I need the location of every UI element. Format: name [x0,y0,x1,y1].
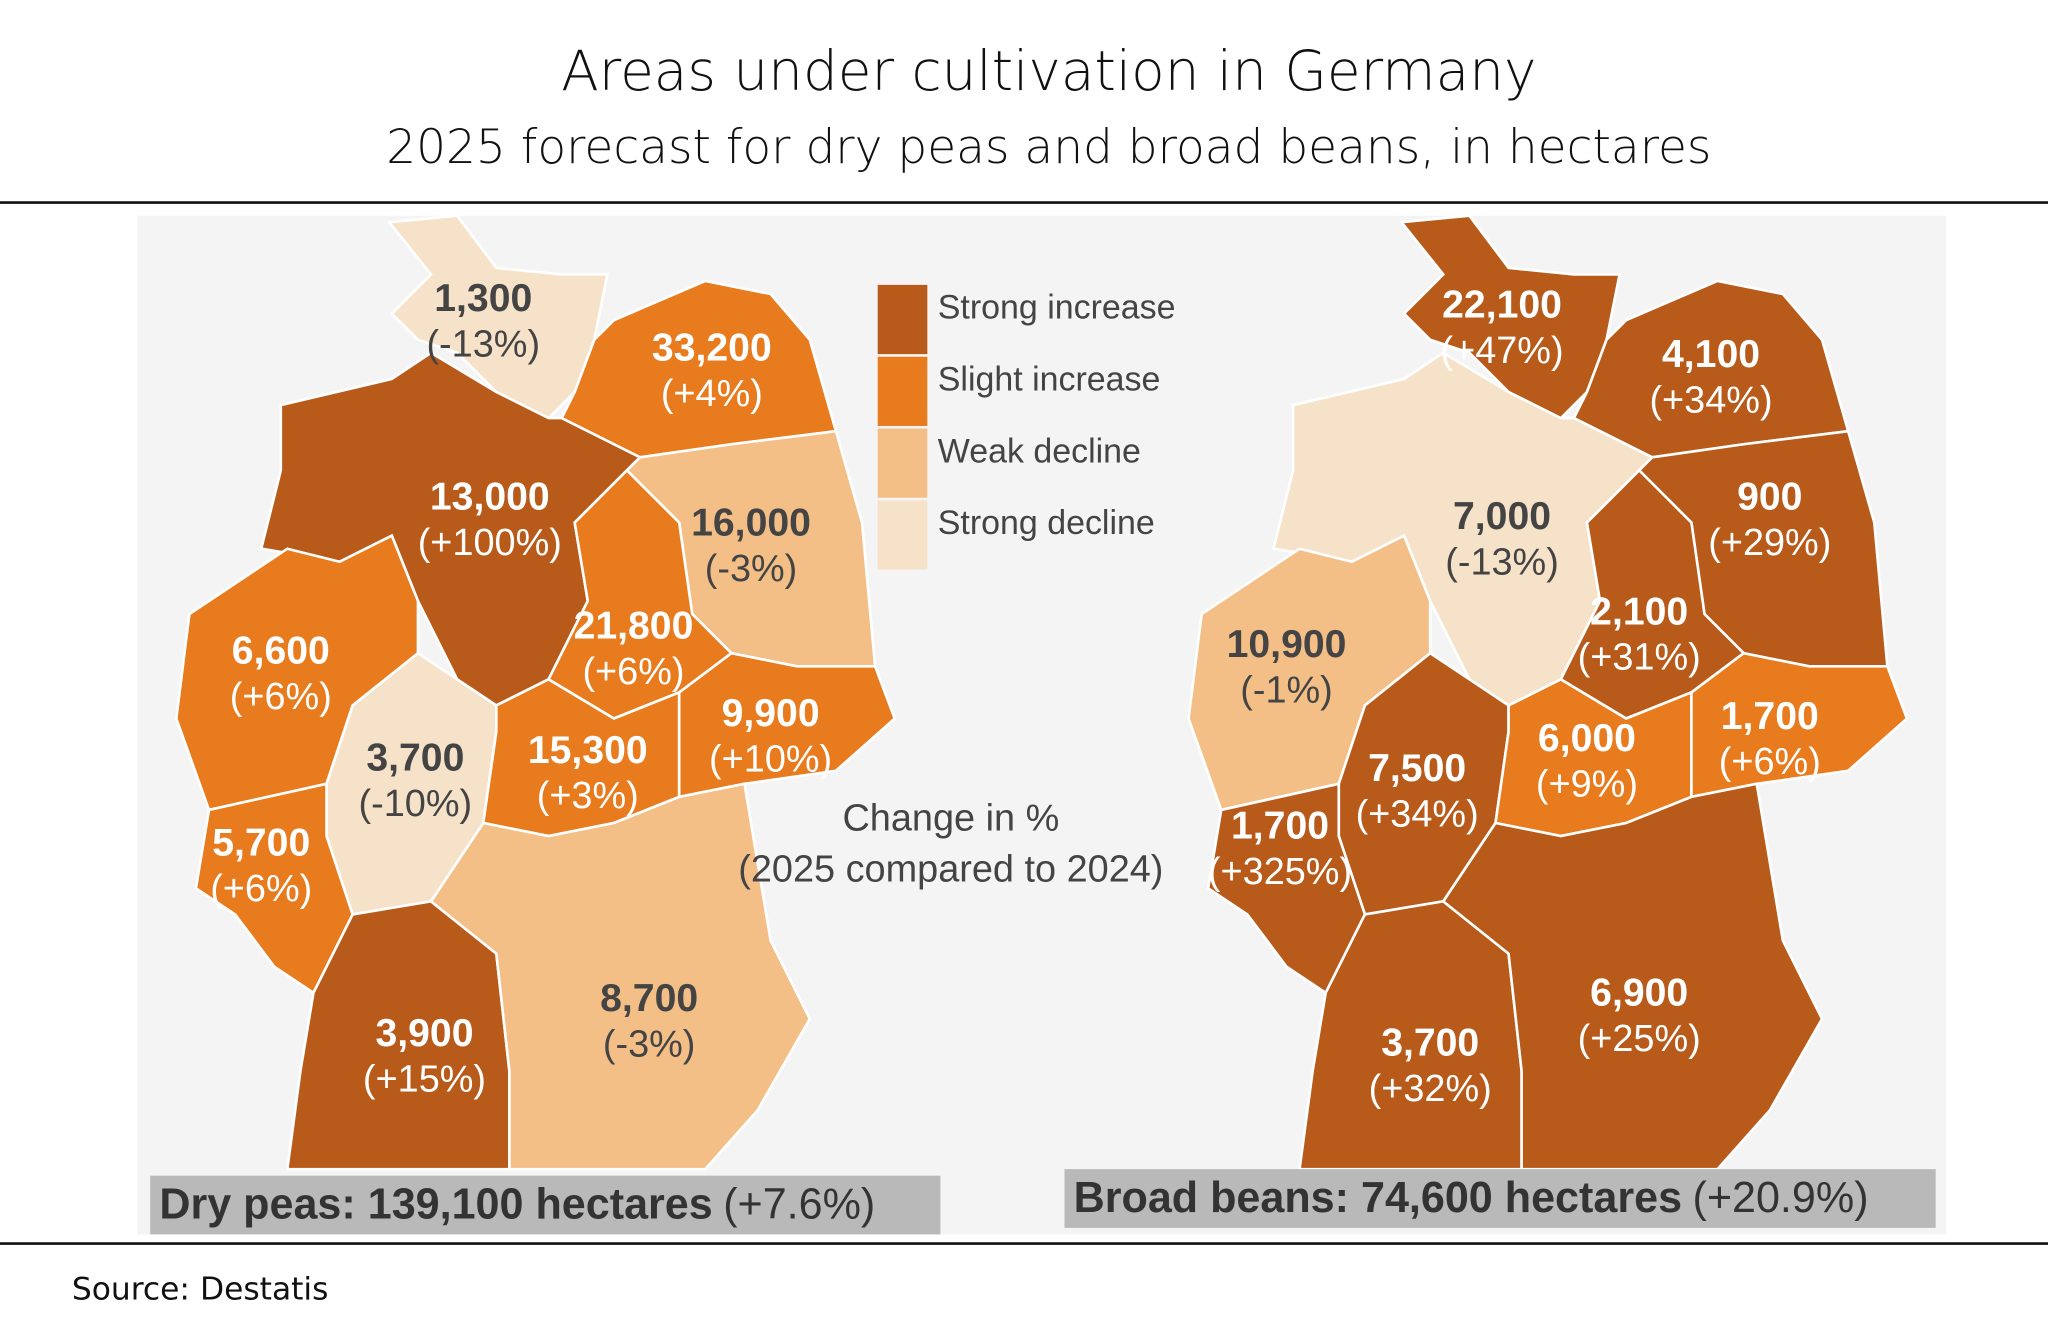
legend-label: Weak decline [938,432,1141,470]
region-value: 10,900 [1227,623,1347,666]
legend: Strong increase Slight increase Weak decli… [877,284,1176,570]
region-change: (+6%) [582,651,684,693]
region-value: 7,000 [1453,495,1551,538]
region-value: 2,100 [1590,590,1688,633]
region-value: 6,900 [1590,972,1688,1015]
region-value: 13,000 [430,475,550,518]
region-value: 4,100 [1662,333,1760,376]
region-value: 15,300 [528,729,648,772]
region-value: 1,300 [434,277,532,320]
region-change: (+25%) [1578,1018,1701,1060]
region-change: (-13%) [1445,541,1559,583]
region [1441,782,1824,1171]
region-change: (+6%) [230,676,332,718]
region-change: (+6%) [1719,741,1821,783]
region-value: 6,600 [232,630,330,673]
caption-label: Dry peas: 139,100 hectares [159,1181,712,1229]
region-value: 1,700 [1231,805,1329,848]
region-value: 33,200 [652,327,772,370]
region [386,214,609,420]
region-change: (-13%) [426,323,540,365]
region-value: 7,500 [1368,747,1466,790]
caption: Broad beans: 74,600 hectares (+20.9%) [1074,1175,1869,1223]
region-value: 21,800 [574,605,694,648]
map [174,214,897,1171]
region-change: (+32%) [1369,1068,1492,1110]
region [1398,214,1622,420]
title: Areas under cultivation in Germany [561,39,1536,103]
map [1187,214,1909,1171]
legend-label: Strong decline [938,504,1155,542]
region-value: 9,900 [722,692,820,735]
region-change: (+3%) [537,775,639,817]
region-change: (+29%) [1708,522,1831,564]
region-change: (-10%) [359,783,473,825]
region-value: 6,000 [1538,717,1636,760]
region-value: 8,700 [600,977,698,1020]
region-change: (+4%) [661,373,763,415]
region-value: 5,700 [212,822,310,865]
region-change: (+10%) [709,739,832,781]
region-change: (+325%) [1208,851,1352,893]
region-change: (-3%) [603,1023,696,1065]
caption-box [150,1175,941,1235]
region-change: (+47%) [1440,330,1563,372]
caption-label: Broad beans: 74,600 hectares [1074,1175,1682,1223]
region-value: 3,900 [375,1012,473,1055]
legend-label: Strong increase [938,289,1176,327]
legend-swatch [877,356,928,426]
region-change: (+31%) [1578,637,1701,679]
source: Source: Destatis [72,1272,329,1308]
caption-change: (+7.6%) [723,1181,875,1229]
region-value: 16,000 [691,502,811,545]
region-change: (+9%) [1536,763,1638,805]
caption: Dry peas: 139,100 hectares (+7.6%) [159,1181,875,1229]
legend-note: (2025 compared to 2024) [738,848,1163,890]
caption-box [1064,1169,1936,1228]
legend-swatch [877,500,928,570]
region-change: (-3%) [705,548,798,590]
subtitle: 2025 forecast for dry peas and broad bea… [386,120,1711,175]
legend-swatch [877,284,928,355]
legend-label: Slight increase [938,361,1161,399]
legend-swatch [877,428,928,498]
region [429,782,812,1171]
region-change: (+34%) [1649,379,1772,421]
region-change: (+34%) [1356,793,1479,835]
region-value: 3,700 [366,737,464,780]
region-change: (+6%) [210,868,312,910]
legend-note: Change in % [842,797,1059,839]
region-value: 900 [1737,475,1802,518]
region-change: (+100%) [418,522,562,564]
region-change: (+15%) [363,1059,486,1101]
region-value: 3,700 [1381,1021,1479,1064]
region-value: 1,700 [1721,695,1819,738]
region-value: 22,100 [1442,283,1562,326]
maps: 1,300(-13%) 33,200(+4%)13,000(+100%) 16,00… [150,214,1936,1235]
region-change: (-1%) [1240,669,1333,711]
caption-change: (+20.9%) [1692,1175,1868,1223]
